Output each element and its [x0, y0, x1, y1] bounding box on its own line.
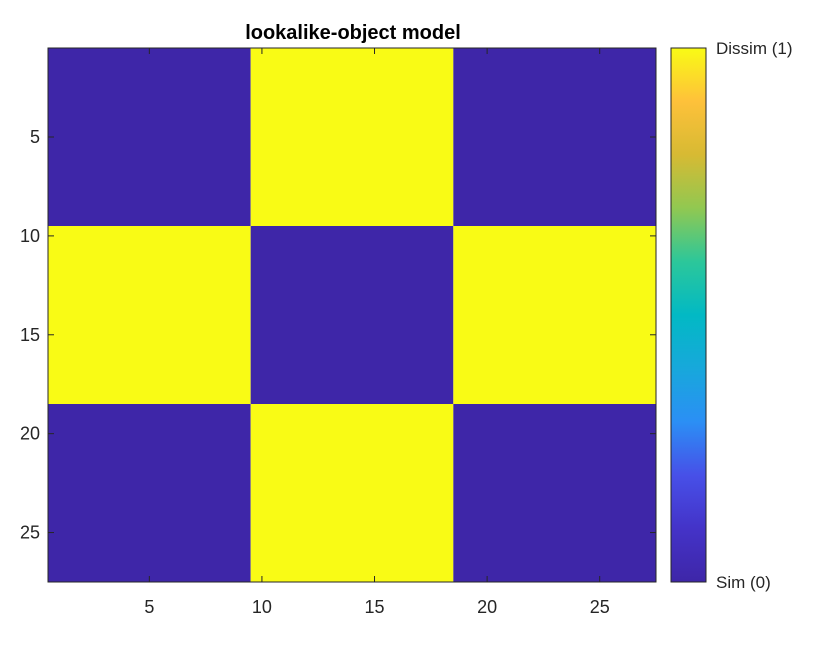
- y-tick-label: 10: [20, 226, 40, 246]
- colorbar-gradient: [671, 48, 706, 582]
- heatmap-cell-1-2: [453, 226, 656, 404]
- y-axis: 5 10 15 20 25: [20, 127, 656, 543]
- heatmap-cell-0-0: [48, 48, 251, 226]
- y-tick-label: 15: [20, 325, 40, 345]
- x-tick-label: 20: [477, 597, 497, 617]
- x-tick-label: 25: [590, 597, 610, 617]
- heatmap-cell-0-2: [453, 48, 656, 226]
- heatmap-cell-2-1: [250, 404, 454, 582]
- chart-title: lookalike-object model: [245, 22, 461, 44]
- heatmap-cell-1-1: [250, 226, 454, 404]
- y-tick-label: 5: [30, 127, 40, 147]
- plot-frame: [47, 47, 657, 583]
- heatmap-cell-0-1: [250, 48, 454, 226]
- x-tick-label: 5: [144, 597, 154, 617]
- x-tick-label: 15: [365, 597, 385, 617]
- x-axis: 5 10 15 20 25: [144, 48, 610, 617]
- colorbar-frame: [670, 47, 707, 583]
- heatmap-cell-2-0: [48, 404, 251, 582]
- heatmap-plot: [48, 48, 656, 582]
- colorbar-tick-label: Dissim (1): [716, 39, 793, 58]
- colorbar-tick-label: Sim (0): [716, 573, 771, 592]
- y-tick-label: 20: [20, 424, 40, 444]
- x-tick-label: 10: [252, 597, 272, 617]
- colorbar: Dissim (1) Sim (0): [670, 39, 793, 592]
- y-tick-label: 25: [20, 523, 40, 543]
- heatmap-cell-2-2: [453, 404, 656, 582]
- heatmap-cell-1-0: [48, 226, 251, 404]
